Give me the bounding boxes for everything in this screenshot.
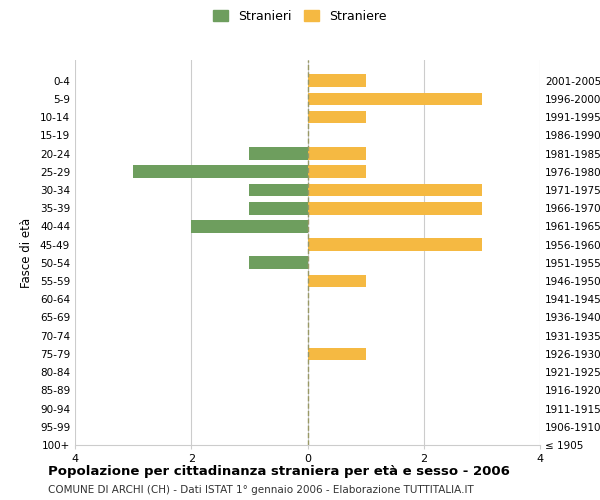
Y-axis label: Fasce di età: Fasce di età xyxy=(20,218,33,288)
Bar xyxy=(308,238,482,251)
Bar xyxy=(250,147,308,160)
Bar xyxy=(250,202,308,214)
Bar xyxy=(308,74,365,87)
Bar xyxy=(133,166,308,178)
Bar xyxy=(308,348,365,360)
Bar xyxy=(308,110,365,124)
Bar xyxy=(250,256,308,269)
Bar xyxy=(308,184,482,196)
Bar xyxy=(250,184,308,196)
Bar xyxy=(308,92,482,106)
Legend: Stranieri, Straniere: Stranieri, Straniere xyxy=(209,6,391,26)
Bar xyxy=(308,147,365,160)
Bar xyxy=(191,220,308,233)
Bar xyxy=(308,202,482,214)
Bar xyxy=(308,166,365,178)
Text: COMUNE DI ARCHI (CH) - Dati ISTAT 1° gennaio 2006 - Elaborazione TUTTITALIA.IT: COMUNE DI ARCHI (CH) - Dati ISTAT 1° gen… xyxy=(48,485,474,495)
Bar xyxy=(308,274,365,287)
Text: Popolazione per cittadinanza straniera per età e sesso - 2006: Popolazione per cittadinanza straniera p… xyxy=(48,465,510,478)
